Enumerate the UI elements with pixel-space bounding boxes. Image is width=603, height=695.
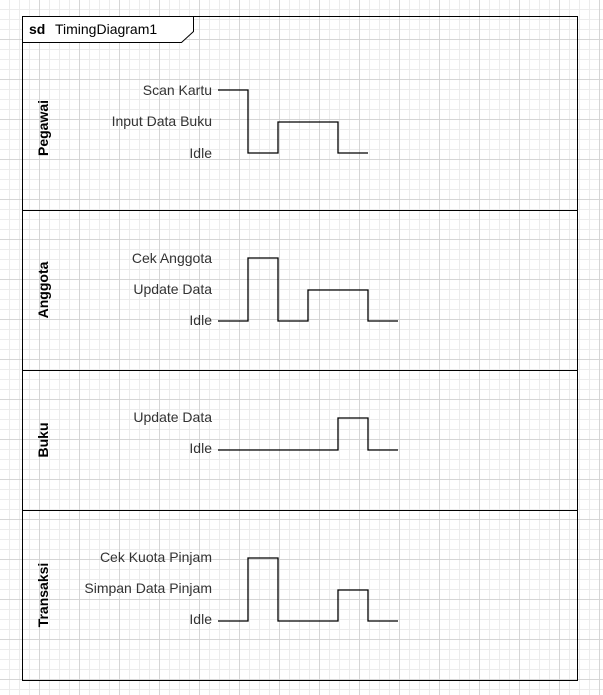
state-label: Input Data Buku: [112, 113, 212, 129]
frame-title: sd TimingDiagram1: [29, 21, 157, 37]
state-label: Update Data: [133, 409, 212, 425]
state-waveform: [218, 557, 398, 622]
frame-tab: [22, 16, 194, 43]
state-label: Idle: [189, 145, 212, 161]
lane-title: Anggota: [35, 261, 51, 318]
state-label: Scan Kartu: [143, 82, 212, 98]
lane-title: Buku: [35, 423, 51, 458]
lane-buku: Buku Update Data Idle: [35, 409, 398, 458]
state-label: Idle: [189, 312, 212, 328]
state-label: Update Data: [133, 281, 212, 297]
state-waveform: [218, 257, 398, 322]
state-label: Cek Kuota Pinjam: [100, 549, 212, 565]
lane-anggota: Anggota Cek Anggota Update Data Idle: [35, 250, 398, 328]
state-label: Idle: [189, 611, 212, 627]
state-label: Cek Anggota: [132, 250, 212, 266]
lane-title: Transaksi: [35, 563, 51, 628]
state-waveform: [218, 89, 368, 154]
state-label: Idle: [189, 440, 212, 456]
lane-transaksi: Transaksi Cek Kuota Pinjam Simpan Data P…: [35, 549, 398, 627]
lane-title: Pegawai: [35, 100, 51, 156]
state-waveform: [218, 417, 398, 451]
lane-pegawai: Pegawai Scan Kartu Input Data Buku Idle: [35, 82, 368, 161]
state-label: Simpan Data Pinjam: [84, 580, 212, 596]
frame-keyword: sd: [29, 21, 45, 37]
frame-border: [22, 16, 578, 681]
frame-name: TimingDiagram1: [55, 21, 157, 37]
